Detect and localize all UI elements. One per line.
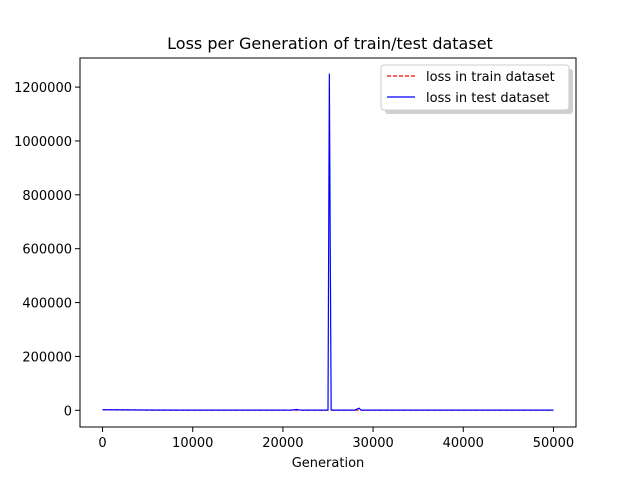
x-tick-label: 0 xyxy=(98,436,106,451)
y-tick-label: 400000 xyxy=(22,297,72,312)
y-tick-label: 1000000 xyxy=(14,135,72,150)
series-line-test xyxy=(102,73,554,411)
x-tick-label: 20000 xyxy=(262,436,303,451)
x-axis: 0 10000 20000 30000 40000 50000 xyxy=(98,427,574,451)
x-tick-label: 50000 xyxy=(533,436,574,451)
legend-label-train: loss in train dataset xyxy=(426,70,555,85)
y-tick-label: 800000 xyxy=(22,189,72,204)
x-tick-label: 30000 xyxy=(352,436,393,451)
series-layer xyxy=(102,73,554,411)
legend-box xyxy=(380,64,570,111)
y-tick-label: 600000 xyxy=(22,243,72,258)
legend: loss in train dataset loss in test datas… xyxy=(380,64,573,114)
x-axis-label: Generation xyxy=(292,456,365,471)
x-tick-label: 10000 xyxy=(172,436,213,451)
legend-label-test: loss in test dataset xyxy=(426,91,549,106)
y-tick-label: 200000 xyxy=(22,350,72,365)
plot-frame xyxy=(79,57,577,428)
y-axis: 0 200000 400000 600000 800000 1000000 1200000 xyxy=(14,81,80,419)
chart-title: Loss per Generation of train/test datase… xyxy=(167,34,493,53)
x-tick-label: 40000 xyxy=(443,436,484,451)
y-tick-label: 0 xyxy=(64,404,72,419)
y-tick-label: 1200000 xyxy=(14,81,72,96)
